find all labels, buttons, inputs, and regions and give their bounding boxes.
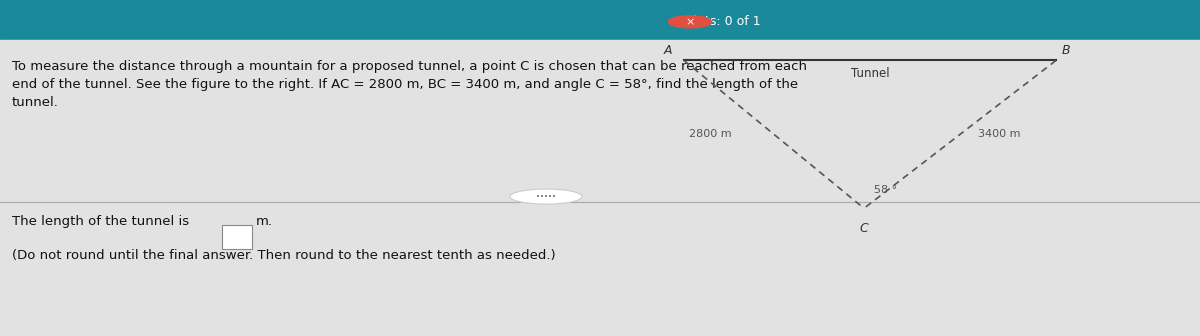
Bar [0, 0, 1200, 40]
Text: m.: m. [256, 215, 272, 228]
Text: •••••: ••••• [536, 194, 556, 200]
Bar [0, 40, 1200, 336]
Text: Tunnel: Tunnel [851, 67, 889, 80]
Text: B: B [1062, 44, 1070, 57]
Text: (Do not round until the final answer. Then round to the nearest tenth as needed.: (Do not round until the final answer. Th… [12, 249, 556, 262]
Text: C: C [859, 222, 869, 235]
Text: 2800 m: 2800 m [689, 129, 732, 139]
Text: The length of the tunnel is: The length of the tunnel is [12, 215, 190, 228]
Bar [222, 225, 252, 249]
Text: A: A [664, 44, 672, 57]
Text: Points: 0 of 1: Points: 0 of 1 [679, 15, 761, 28]
Ellipse shape [510, 189, 582, 204]
Text: 3400 m: 3400 m [978, 129, 1020, 139]
Text: 58 °: 58 ° [874, 185, 896, 195]
Text: ×: × [685, 17, 695, 27]
Circle shape [668, 16, 712, 28]
Text: To measure the distance through a mountain for a proposed tunnel, a point C is c: To measure the distance through a mounta… [12, 60, 808, 110]
